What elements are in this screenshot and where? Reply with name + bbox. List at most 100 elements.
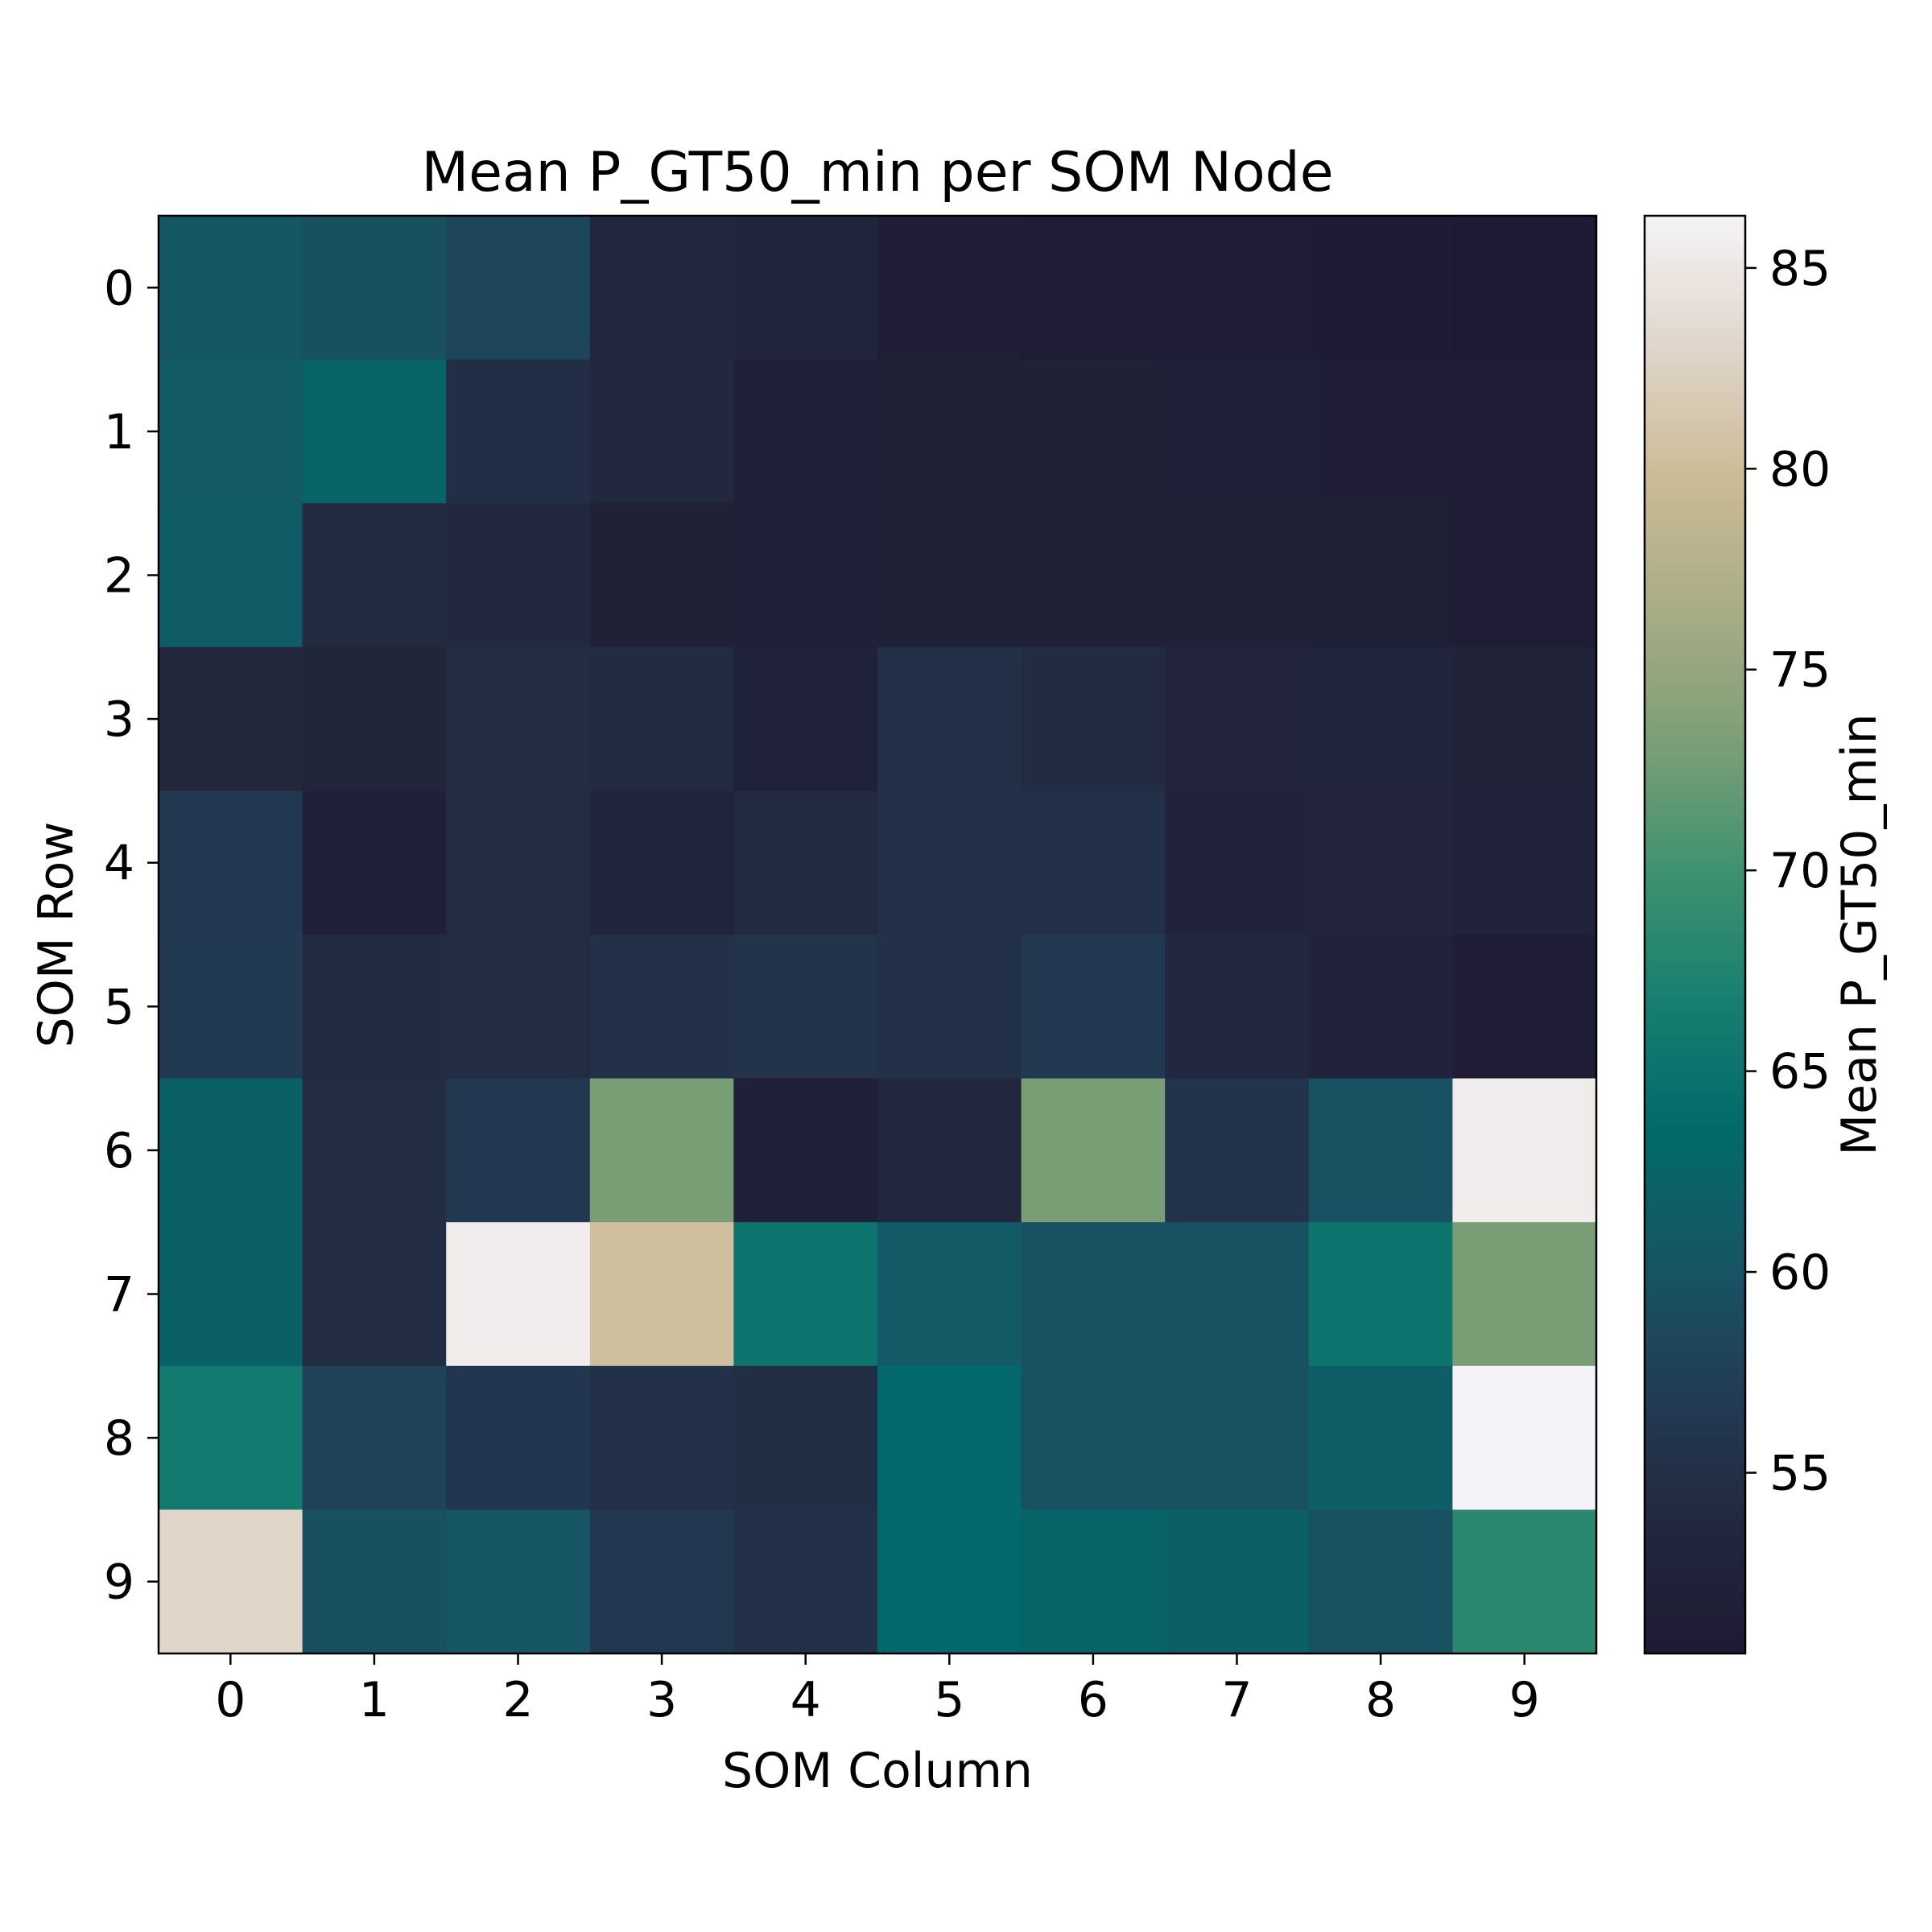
heatmap-cell-r5-c9: [1452, 935, 1597, 1080]
y-tick-label: 2: [104, 548, 134, 605]
colorbar: [1643, 214, 1747, 1655]
heatmap-cell-r4-c0: [159, 791, 303, 935]
colorbar-tick-label: 65: [1769, 1044, 1831, 1100]
heatmap-cell-r5-c0: [159, 935, 303, 1080]
heatmap-cell-r2-c1: [302, 503, 447, 648]
heatmap-cell-r9-c6: [1021, 1509, 1166, 1654]
heatmap-cell-r3-c4: [733, 646, 878, 791]
heatmap-cell-r7-c7: [1165, 1222, 1310, 1367]
y-tick-label: 9: [104, 1554, 134, 1611]
heatmap-cell-r3-c3: [589, 646, 734, 791]
heatmap-cell-r5-c3: [589, 935, 734, 1080]
heatmap-cell-r7-c6: [1021, 1222, 1166, 1367]
y-tick-label: 0: [104, 260, 134, 316]
heatmap-cell-r2-c3: [589, 503, 734, 648]
x-tick-label: 6: [1078, 1672, 1108, 1728]
heatmap-cell-r0-c0: [159, 216, 303, 361]
heatmap-cell-r7-c5: [877, 1222, 1022, 1367]
heatmap-cell-r0-c7: [1165, 216, 1310, 361]
x-tick-label: 4: [791, 1672, 821, 1728]
heatmap-cell-r4-c6: [1021, 791, 1166, 935]
heatmap-cell-r3-c0: [159, 646, 303, 791]
heatmap-cell-r2-c8: [1308, 503, 1453, 648]
x-tick-label: 9: [1509, 1672, 1540, 1728]
heatmap-cell-r6-c9: [1452, 1078, 1597, 1223]
heatmap-cell-r2-c6: [1021, 503, 1166, 648]
heatmap-cell-r0-c4: [733, 216, 878, 361]
heatmap-cell-r5-c4: [733, 935, 878, 1080]
x-tick-label: 2: [502, 1672, 533, 1728]
y-tick-label: 3: [104, 691, 134, 748]
colorbar-tick-label: 75: [1769, 642, 1831, 699]
heatmap-cell-r8-c1: [302, 1365, 447, 1510]
heatmap-cell-r9-c0: [159, 1509, 303, 1654]
heatmap-cell-r3-c2: [446, 646, 591, 791]
heatmap-cell-r2-c0: [159, 503, 303, 648]
y-tick-label: 1: [104, 404, 134, 460]
x-tick-label: 3: [646, 1672, 677, 1728]
colorbar-tick-label: 80: [1769, 441, 1831, 497]
x-tick-label: 7: [1221, 1672, 1252, 1728]
heatmap-cell-r4-c7: [1165, 791, 1310, 935]
heatmap-cell-r5-c2: [446, 935, 591, 1080]
heatmap-cell-r5-c1: [302, 935, 447, 1080]
y-axis: 0 1 2 3 4 5 6 7 8 9: [104, 260, 159, 1611]
heatmap-cell-r3-c5: [877, 646, 1022, 791]
colorbar-tick-label: 55: [1769, 1446, 1831, 1502]
heatmap-cell-r7-c8: [1308, 1222, 1453, 1367]
heatmap-cell-r1-c7: [1165, 359, 1310, 504]
heatmap-cell-r3-c7: [1165, 646, 1310, 791]
colorbar-ticks: 55 60 65 70 75 80 85: [1745, 241, 1831, 1502]
heatmap-cell-r4-c2: [446, 791, 591, 935]
heatmap-cell-r4-c4: [733, 791, 878, 935]
heatmap-cell-r8-c9: [1452, 1365, 1597, 1510]
heatmap-cell-r6-c6: [1021, 1078, 1166, 1223]
heatmap-cell-r2-c5: [877, 503, 1022, 648]
x-axis-label: SOM Column: [722, 1743, 1033, 1799]
x-tick-label: 1: [359, 1672, 390, 1728]
y-tick-label: 8: [104, 1410, 134, 1467]
colorbar-tick-label: 85: [1769, 241, 1831, 297]
colorbar-tick-label: 60: [1769, 1245, 1831, 1301]
heatmap-cell-r9-c1: [302, 1509, 447, 1654]
heatmap-cell-r1-c3: [589, 359, 734, 504]
heatmap-cell-r0-c2: [446, 216, 591, 361]
heatmap-cell-r0-c9: [1452, 216, 1597, 361]
y-tick-label: 5: [104, 979, 134, 1035]
heatmap-cell-r7-c4: [733, 1222, 878, 1367]
y-tick-label: 6: [104, 1123, 134, 1179]
heatmap-cell-r5-c5: [877, 935, 1022, 1080]
heatmap-cell-r3-c8: [1308, 646, 1453, 791]
heatmap-cell-r4-c3: [589, 791, 734, 935]
heatmap-cell-r8-c8: [1308, 1365, 1453, 1510]
heatmap-cell-r6-c1: [302, 1078, 447, 1223]
heatmap-cell-r9-c5: [877, 1509, 1022, 1654]
heatmap-cell-r8-c3: [589, 1365, 734, 1510]
plot-frame: [157, 214, 1598, 1655]
heatmap-cell-r6-c7: [1165, 1078, 1310, 1223]
heatmap-cell-r6-c4: [733, 1078, 878, 1223]
heatmap-cell-r6-c0: [159, 1078, 303, 1223]
heatmap-cell-r1-c5: [877, 359, 1022, 504]
heatmap-cell-r9-c8: [1308, 1509, 1453, 1654]
heatmap-cell-r8-c5: [877, 1365, 1022, 1510]
x-tick-label: 5: [934, 1672, 964, 1728]
heatmap-cell-r2-c4: [733, 503, 878, 648]
heatmap-cell-r4-c8: [1308, 791, 1453, 935]
heatmap-cell-r8-c7: [1165, 1365, 1310, 1510]
heatmap-cell-r5-c7: [1165, 935, 1310, 1080]
heatmap-cell-r4-c1: [302, 791, 447, 935]
y-axis-label: SOM Row: [28, 822, 85, 1048]
heatmap-cell-r1-c1: [302, 359, 447, 504]
chart-title: Mean P_GT50_min per SOM Node: [421, 141, 1333, 204]
x-tick-label: 8: [1365, 1672, 1396, 1728]
heatmap-cell-r3-c6: [1021, 646, 1166, 791]
y-tick-label: 4: [104, 836, 134, 892]
heatmap-cell-r7-c2: [446, 1222, 591, 1367]
heatmap-cell-r0-c5: [877, 216, 1022, 361]
heatmap-cell-r3-c9: [1452, 646, 1597, 791]
heatmap-cell-r4-c5: [877, 791, 1022, 935]
heatmap-cell-r1-c4: [733, 359, 878, 504]
heatmap-cell-r7-c1: [302, 1222, 447, 1367]
